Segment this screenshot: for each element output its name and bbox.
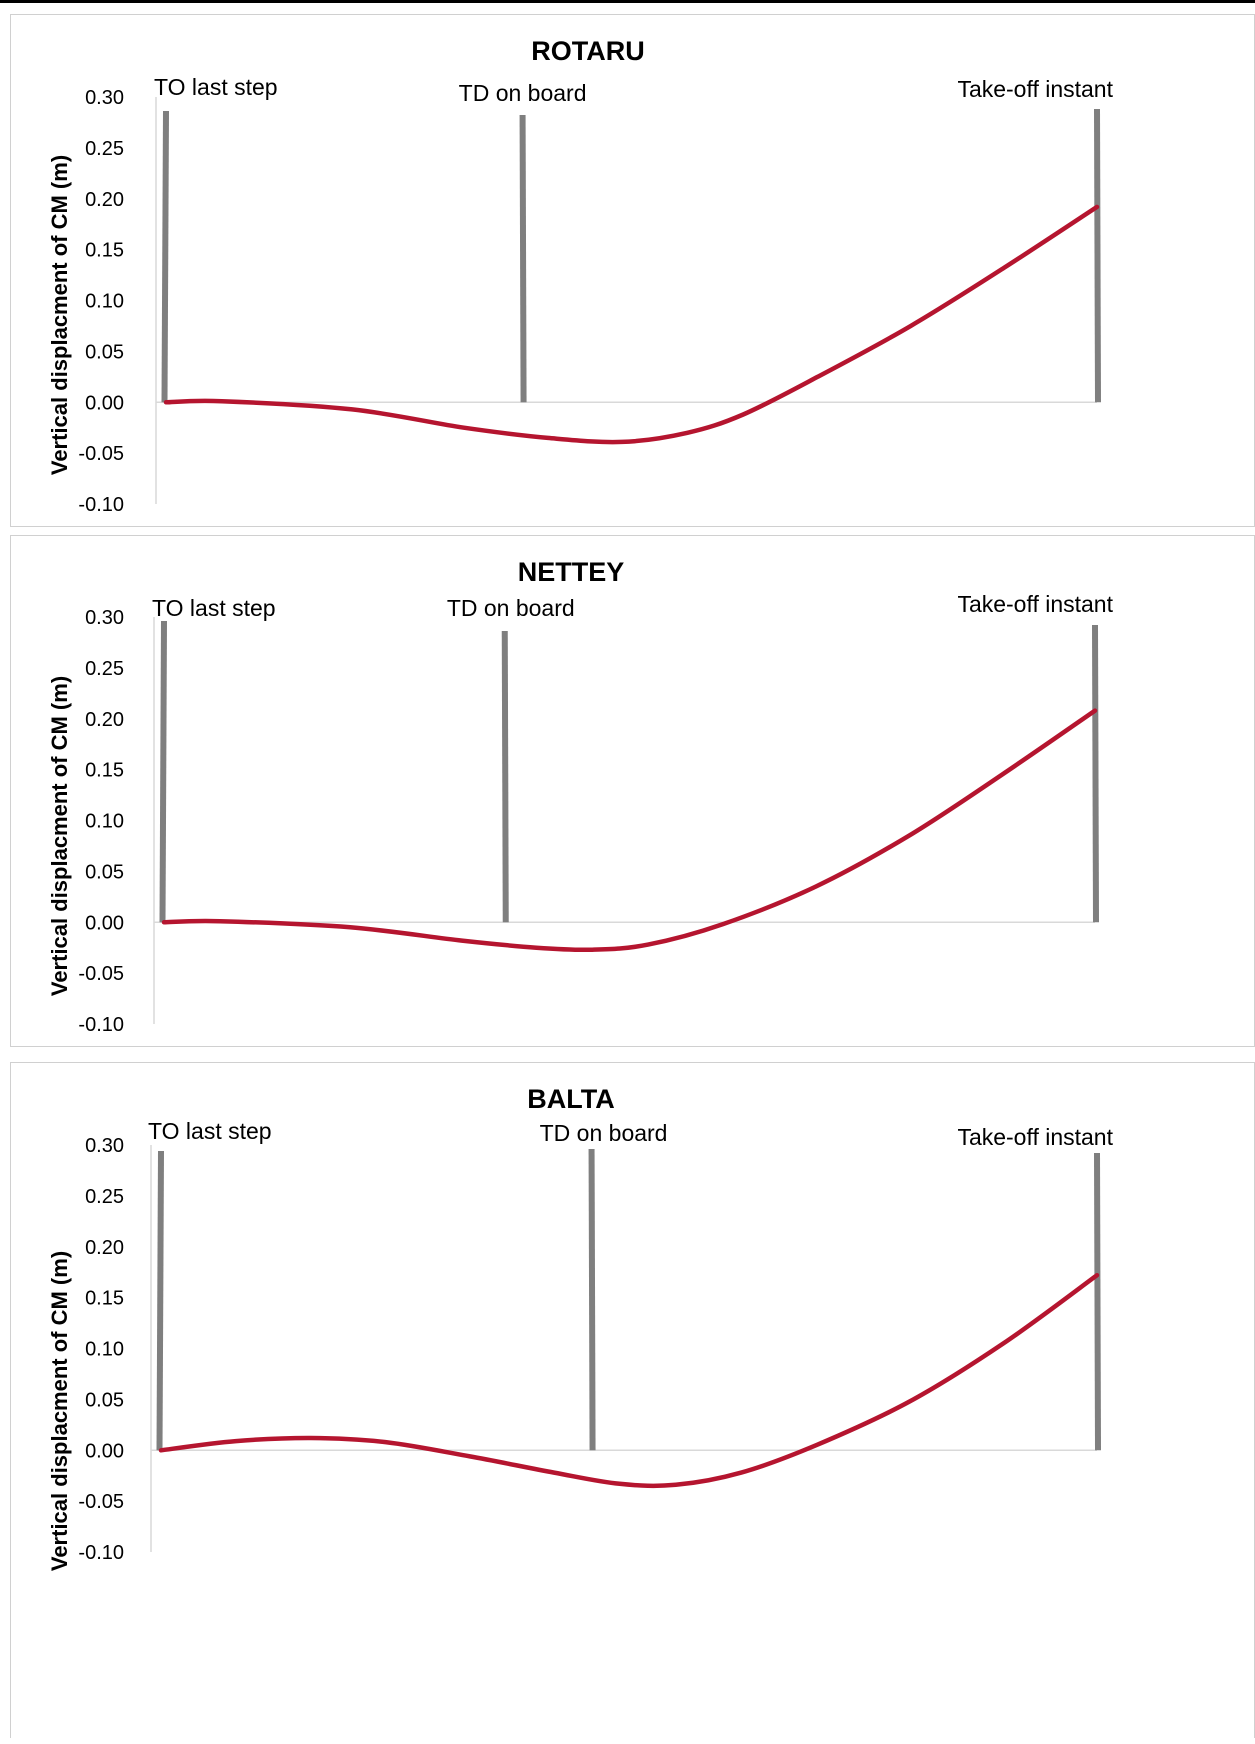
event-line — [501, 630, 509, 923]
chart-title: NETTEY — [518, 557, 625, 587]
event-line — [1092, 624, 1099, 923]
y-axis-label: Vertical displacment of CM (m) — [47, 676, 72, 996]
chart-nettey: NETTEY Vertical displacment of CM (m) 0.… — [47, 557, 1114, 1036]
y-tick-label: 0.30 — [85, 1135, 124, 1157]
chart-title: BALTA — [527, 1084, 614, 1114]
top-rule — [0, 0, 1255, 3]
y-tick-label: -0.10 — [78, 494, 124, 516]
y-tick-label: 0.05 — [85, 341, 124, 363]
axes — [153, 617, 1095, 1024]
chart-panel-rotaru: ROTARU Vertical displacment of CM (m) 0.… — [10, 14, 1255, 527]
plot-area — [158, 1272, 1100, 1489]
cm-displacement-line — [163, 204, 1100, 445]
y-tick-label: 0.25 — [85, 138, 124, 160]
chart-panel-nettey: NETTEY Vertical displacment of CM (m) 0.… — [10, 535, 1255, 1047]
event-label: Take-off instant — [957, 591, 1113, 617]
chart-balta: BALTA Vertical displacment of CM (m) 0.3… — [47, 1084, 1114, 1571]
y-axis-label: Vertical displacment of CM (m) — [47, 155, 72, 475]
event-line — [161, 110, 169, 403]
y-tick-label: 0.10 — [85, 811, 124, 833]
y-tick-label: 0.20 — [85, 1237, 124, 1259]
y-tick-label: -0.10 — [78, 1014, 124, 1036]
y-tick-label: 0.25 — [85, 1186, 124, 1208]
event-label: TD on board — [459, 80, 587, 106]
cm-displacement-line — [158, 1272, 1100, 1489]
chart-rotaru: ROTARU Vertical displacment of CM (m) 0.… — [47, 36, 1114, 516]
y-tick-label: 0.05 — [85, 861, 124, 883]
y-tick-label: 0.15 — [85, 760, 124, 782]
event-markers: TO last step TD on board Take-off instant — [154, 74, 1114, 403]
plot-area — [161, 708, 1098, 953]
chart-title: ROTARU — [531, 36, 644, 66]
y-tick-label: 0.00 — [85, 912, 124, 934]
axes — [155, 97, 1097, 504]
y-tick-label: -0.05 — [78, 1491, 124, 1513]
event-markers: TO last step TD on board Take-off instant — [152, 591, 1114, 923]
y-tick-label: -0.05 — [78, 963, 124, 985]
y-tick-label: -0.05 — [78, 443, 124, 465]
y-axis-label: Vertical displacment of CM (m) — [47, 1251, 72, 1571]
y-tick-labels: 0.30 0.25 0.20 0.15 0.10 0.05 0.00 -0.05 -0.10 — [78, 1135, 124, 1564]
y-tick-label: 0.15 — [85, 240, 124, 262]
cm-displacement-line — [161, 708, 1098, 953]
y-tick-label: 0.20 — [85, 189, 124, 211]
y-tick-labels: 0.30 0.25 0.20 0.15 0.10 0.05 0.00 -0.05 -0.10 — [78, 87, 124, 516]
axes — [150, 1145, 1097, 1552]
event-line — [1094, 1152, 1101, 1451]
y-tick-labels: 0.30 0.25 0.20 0.15 0.10 0.05 0.00 -0.05 -0.10 — [78, 607, 124, 1036]
y-tick-label: 0.05 — [85, 1389, 124, 1411]
event-markers: TO last step TD on board Take-off instant — [148, 1118, 1114, 1451]
y-tick-label: 0.00 — [85, 1440, 124, 1462]
y-tick-label: 0.10 — [85, 291, 124, 313]
plot-area — [163, 204, 1100, 445]
event-line — [588, 1148, 596, 1451]
y-tick-label: -0.10 — [78, 1542, 124, 1564]
y-tick-label: 0.20 — [85, 709, 124, 731]
event-label: TO last step — [154, 74, 278, 100]
y-tick-label: 0.10 — [85, 1339, 124, 1361]
y-tick-label: 0.00 — [85, 392, 124, 414]
event-label: TD on board — [540, 1120, 668, 1146]
event-line — [519, 114, 527, 403]
event-line — [156, 1150, 164, 1451]
y-tick-label: 0.25 — [85, 658, 124, 680]
event-label: Take-off instant — [957, 1124, 1113, 1150]
event-label: TD on board — [447, 595, 575, 621]
event-line — [1094, 108, 1101, 403]
y-tick-label: 0.15 — [85, 1288, 124, 1310]
event-label: TO last step — [148, 1118, 272, 1144]
event-label: TO last step — [152, 595, 276, 621]
y-tick-label: 0.30 — [85, 87, 124, 109]
event-line — [159, 620, 167, 923]
chart-panel-balta: BALTA Vertical displacment of CM (m) 0.3… — [10, 1062, 1255, 1738]
event-label: Take-off instant — [957, 76, 1113, 102]
y-tick-label: 0.30 — [85, 607, 124, 629]
